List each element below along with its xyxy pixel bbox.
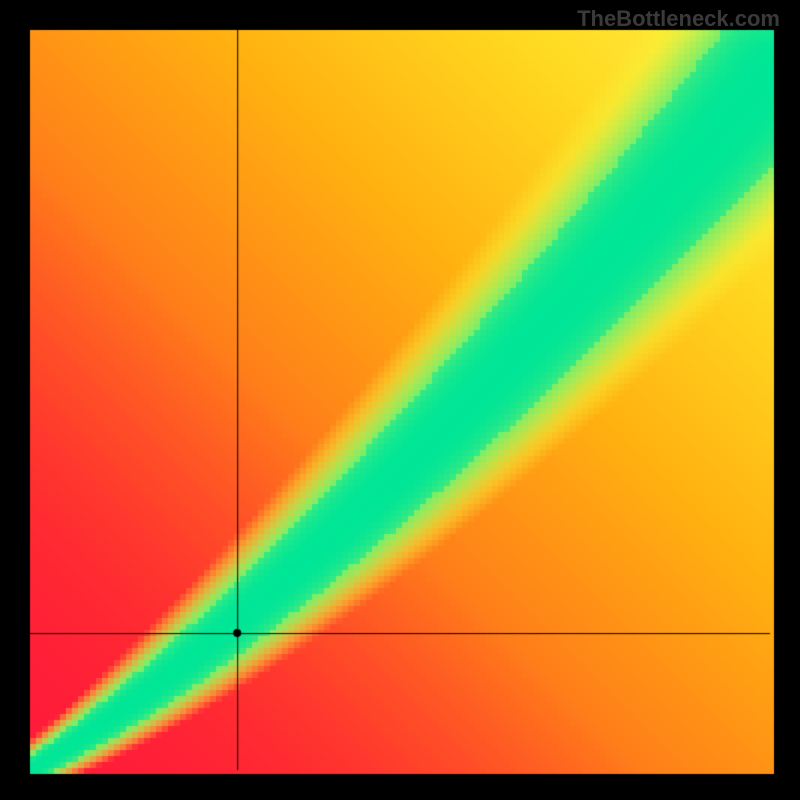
watermark-text: TheBottleneck.com bbox=[577, 6, 780, 32]
bottleneck-heatmap bbox=[0, 0, 800, 800]
chart-container: TheBottleneck.com bbox=[0, 0, 800, 800]
